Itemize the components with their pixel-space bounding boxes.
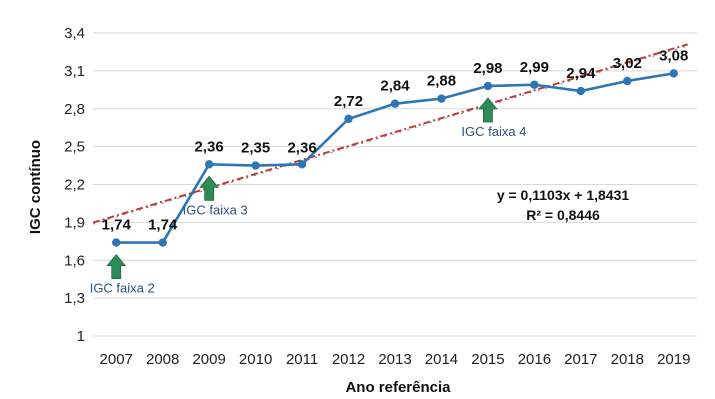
data-point xyxy=(437,94,446,103)
trendline xyxy=(92,43,688,225)
data-label: 2,36 xyxy=(195,138,224,155)
x-tick-label: 2015 xyxy=(471,351,504,368)
y-tick-label: 3,4 xyxy=(64,25,85,42)
x-axis-title: Ano referência xyxy=(345,379,451,396)
x-tick-label: 2008 xyxy=(146,351,179,368)
y-tick-label: 1 xyxy=(77,328,85,345)
data-label: 2,84 xyxy=(380,78,410,95)
x-tick-label: 2014 xyxy=(425,351,458,368)
arrow-shape xyxy=(106,253,127,279)
annotation-label: IGC faixa 3 xyxy=(183,202,248,217)
x-tick-label: 2011 xyxy=(286,351,318,368)
y-tick-label: 3,1 xyxy=(64,63,85,80)
y-axis-title: IGC contínuo xyxy=(27,140,44,234)
annotations: IGC faixa 2 IGC faixa 3 IGC faixa 4 xyxy=(90,97,526,296)
trendline-equation: y = 0,1103x + 1,8431 xyxy=(497,187,630,203)
x-tick-label: 2009 xyxy=(192,351,225,368)
annotation-label: IGC faixa 4 xyxy=(461,124,526,139)
annotation-arrow-icon xyxy=(106,253,127,279)
trendline-line xyxy=(92,43,688,224)
data-label: 1,74 xyxy=(148,217,178,234)
y-tick-label: 1,6 xyxy=(64,252,85,269)
y-tick-label: 1,3 xyxy=(64,290,85,307)
data-point xyxy=(204,160,214,169)
data-label: 2,88 xyxy=(427,73,456,90)
data-point xyxy=(112,238,121,247)
series: 1,74 1,74 2,36 2,35 2,36 2,72 2,84 2,88 2,98 2,99… xyxy=(102,47,688,247)
data-point xyxy=(576,86,586,96)
data-label: 2,94 xyxy=(566,65,596,82)
x-tick-label: 2013 xyxy=(378,351,411,368)
data-point xyxy=(669,69,678,78)
x-tick-label: 2007 xyxy=(100,351,133,368)
annotation-arrow-icon xyxy=(199,175,219,201)
gridlines xyxy=(93,32,697,337)
arrow-shape xyxy=(478,97,498,123)
x-tick-label: 2019 xyxy=(657,351,690,368)
x-axis-ticks: 2007 2008 2009 2010 2011 2012 2013 2014 2015 2016… xyxy=(100,351,691,368)
x-tick-label: 2012 xyxy=(332,351,365,368)
data-label: 1,74 xyxy=(102,217,132,234)
data-point xyxy=(530,80,539,89)
x-tick-label: 2016 xyxy=(518,351,551,368)
data-point xyxy=(344,114,353,124)
data-label: 2,98 xyxy=(473,60,502,77)
data-label: 2,72 xyxy=(334,93,363,110)
arrow-shape xyxy=(199,175,219,201)
x-tick-label: 2010 xyxy=(239,351,272,368)
trendline-r-squared: R² = 0,8446 xyxy=(526,207,600,223)
data-label: 3,02 xyxy=(613,55,642,72)
y-tick-label: 2,5 xyxy=(64,139,85,156)
x-tick-label: 2018 xyxy=(611,351,644,368)
data-point xyxy=(390,99,400,108)
data-label: 2,99 xyxy=(520,59,549,76)
y-tick-label: 2,2 xyxy=(64,177,85,194)
y-axis-ticks: 1 1,3 1,6 1,9 2,2 2,5 2,8 3,1 3,4 xyxy=(64,25,85,345)
annotation-arrow-icon xyxy=(478,97,498,123)
data-point xyxy=(483,81,493,91)
x-tick-label: 2017 xyxy=(564,351,597,368)
data-label: 3,08 xyxy=(659,47,688,64)
y-tick-label: 2,8 xyxy=(64,101,85,118)
data-point xyxy=(623,76,632,86)
data-label: 2,35 xyxy=(241,140,270,157)
data-point xyxy=(297,160,307,169)
data-point xyxy=(158,238,167,247)
data-point xyxy=(251,161,260,170)
data-label: 2,36 xyxy=(287,139,316,156)
annotation-label: IGC faixa 2 xyxy=(90,281,155,296)
y-tick-label: 1,9 xyxy=(64,214,85,231)
